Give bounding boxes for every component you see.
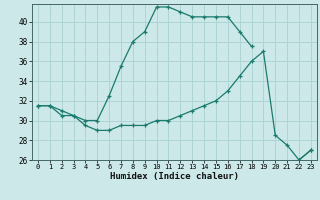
X-axis label: Humidex (Indice chaleur): Humidex (Indice chaleur) [110, 172, 239, 181]
